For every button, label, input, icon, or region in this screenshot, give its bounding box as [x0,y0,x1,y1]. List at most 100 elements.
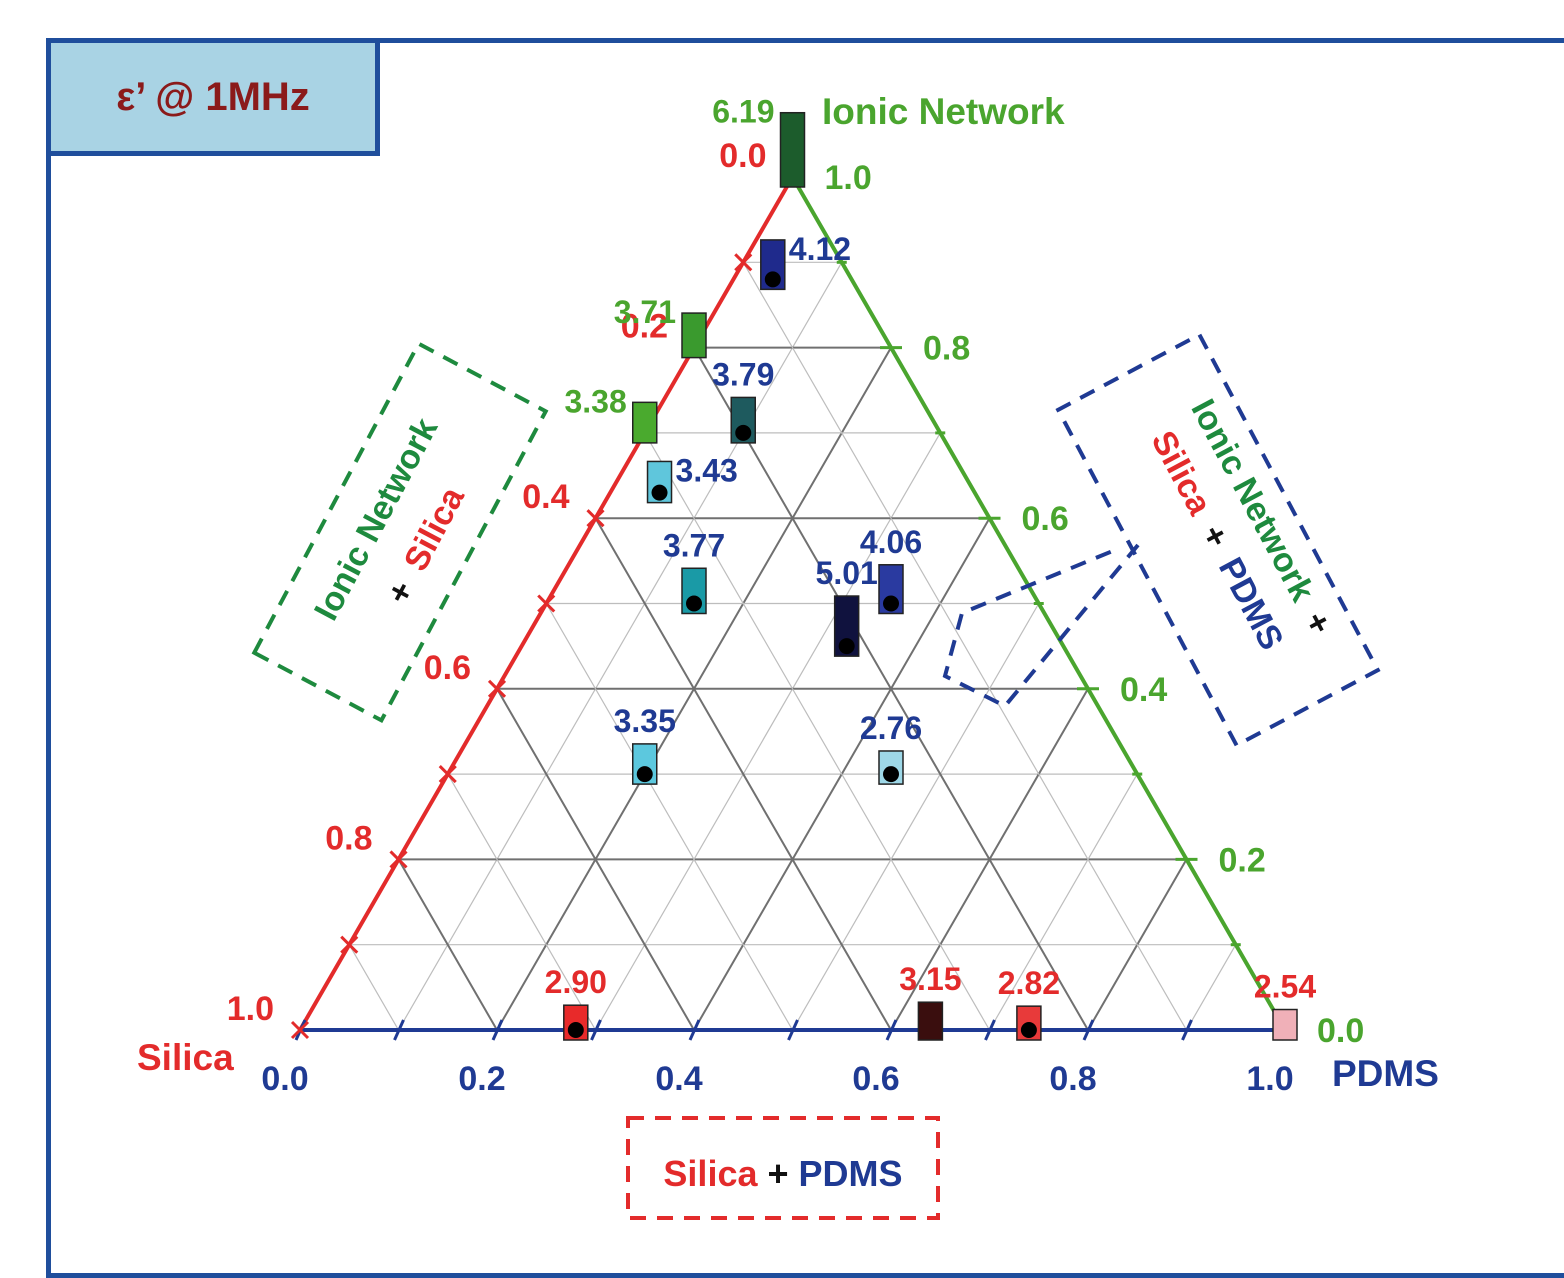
annotation-pdms: PDMS [799,1153,903,1194]
composition-marker [651,484,668,501]
arrow-outline [942,543,1140,709]
grid-line-silica [693,347,1089,1031]
composition-marker [686,595,702,612]
ternary-chart: 0.0 1.0 0.0 0.2 0.8 0.2 0.4 0.6 0.4 0.6 0.4 0.6 0.8 0… [137,91,1439,1220]
data-point: 3.79 [712,356,774,444]
silica-tick-mark [389,850,408,869]
ionic-tick-label: 0.2 [1219,841,1266,879]
chart-title-box: ε’ @ 1MHz [46,38,380,156]
grid-lines [348,261,1237,1031]
ionic-silica-pdms-box [1055,331,1381,749]
pdms-tick-label: 1.0 [1246,1060,1293,1098]
silica-tick-mark [487,679,507,698]
value-label: 2.54 [1254,969,1316,1005]
pdms-tick-mark [1082,1019,1095,1041]
composition-marker [883,766,899,783]
pdms-tick-label: 0.6 [852,1060,899,1098]
silica-tick-label: 1.0 [227,990,274,1028]
pdms-tick-label: 0.2 [458,1060,505,1098]
pdms-tick-label: 0.8 [1049,1060,1096,1098]
ionic-tick-label: 0.8 [923,330,970,368]
annotation-plus: + [1296,605,1339,640]
pdms-tick-mark [393,1019,405,1041]
ionic-silica-box [251,340,549,724]
silica-pdms-annotation: Silica + PDMS [626,1116,940,1220]
data-point: 2.76 [860,710,922,785]
value-label: 6.19 [712,94,774,130]
grid-line-silica [348,944,400,1031]
ionic-tick-label: 0.4 [1120,671,1167,709]
pdms-axis-title: PDMS [1332,1053,1439,1094]
pdms-tick-label: 0.4 [655,1060,702,1098]
composition-marker [838,638,855,655]
data-points: 6.19 4.12 3.71 3.38 3.79 3.43 3.77 5.014.06 3.35… [545,94,1316,1041]
grid-line-silica [397,858,498,1031]
value-label: 4.12 [789,231,851,267]
silica-tick-mark [537,594,556,613]
value-label: 2.82 [998,965,1060,1001]
value-label: 2.90 [545,964,607,1000]
value-bar [632,401,658,444]
ionic-axis-title: Ionic Network [822,91,1065,132]
value-label: 3.35 [614,703,676,739]
value-bar [681,312,707,359]
annotation-plus: + [379,575,422,610]
value-bar [730,396,756,444]
value-label: 3.79 [712,356,774,392]
pdms-tick-mark [1181,1019,1193,1041]
grid-line-pdms [1185,944,1237,1031]
value-bar [779,111,806,188]
data-point: 3.15 [899,961,962,1041]
value-label: 3.43 [676,452,738,488]
pdms-tick-label: 0.0 [261,1060,308,1098]
data-point: 2.90 [545,964,607,1041]
grid-line-pdms [988,773,1138,1031]
ionic-tick-label: 1.0 [825,159,872,197]
value-label: 5.01 [816,555,878,591]
silica-tick-label: 0.4 [522,478,569,516]
data-point: 3.71 [614,294,707,359]
data-point: 2.82 [998,965,1060,1041]
silica-axis-title: Silica [137,1037,234,1078]
annotation-plus: + [1193,519,1236,554]
value-label: 3.38 [564,383,626,419]
composition-marker [567,1022,584,1038]
data-point: 2.54 [1254,969,1316,1041]
data-point: 3.77 [663,527,725,615]
data-point: 3.38 [564,383,658,444]
data-point: 4.12 [760,231,851,291]
silica-tick-label: 0.6 [424,649,471,687]
ionic-tick-label: 0.6 [1022,500,1069,538]
grid-line-pdms [397,261,843,1031]
silica-tick-label: 0.0 [719,137,766,175]
grid-line-silica [447,773,597,1031]
composition-marker [764,271,781,288]
ionic-tick-label: 0.0 [1317,1012,1364,1050]
annotation-plus: + [768,1153,789,1194]
grid-line-silica [496,688,695,1031]
value-label: 3.77 [663,527,725,563]
value-bar [1272,1008,1298,1041]
pdms-tick-mark [590,1019,602,1041]
value-bar [917,1001,944,1041]
value-label: 3.15 [899,961,961,997]
chart-title: ε’ @ 1MHz [116,74,310,119]
data-point: 5.01 [816,555,878,657]
data-point: 3.35 [614,703,676,785]
annotation-silica: Silica [663,1153,758,1194]
axis-ticks: 0.0 1.0 0.0 0.2 0.8 0.2 0.4 0.6 0.4 0.6 0.4 0.6 0.8 0… [227,137,1365,1098]
silica-pdms-label: Silica + PDMS [663,1153,902,1194]
ionic-silica-annotation: Ionic Network + Silica [251,340,549,724]
data-point: 4.06 [860,524,922,615]
grid-line-silica [644,432,991,1031]
ionic-silica-pdms-annotation: Ionic Network + Silica + PDMS [1055,331,1381,749]
composition-marker [636,766,653,783]
value-label: 3.71 [614,294,676,330]
silica-pdms-box [626,1116,940,1220]
composition-marker [1020,1022,1037,1038]
pdms-tick-mark [491,1019,504,1041]
silica-tick-mark [586,509,605,528]
silica-tick-mark [340,935,359,954]
pdms-tick-mark [688,1019,701,1041]
grid-line-silica [594,517,892,1031]
